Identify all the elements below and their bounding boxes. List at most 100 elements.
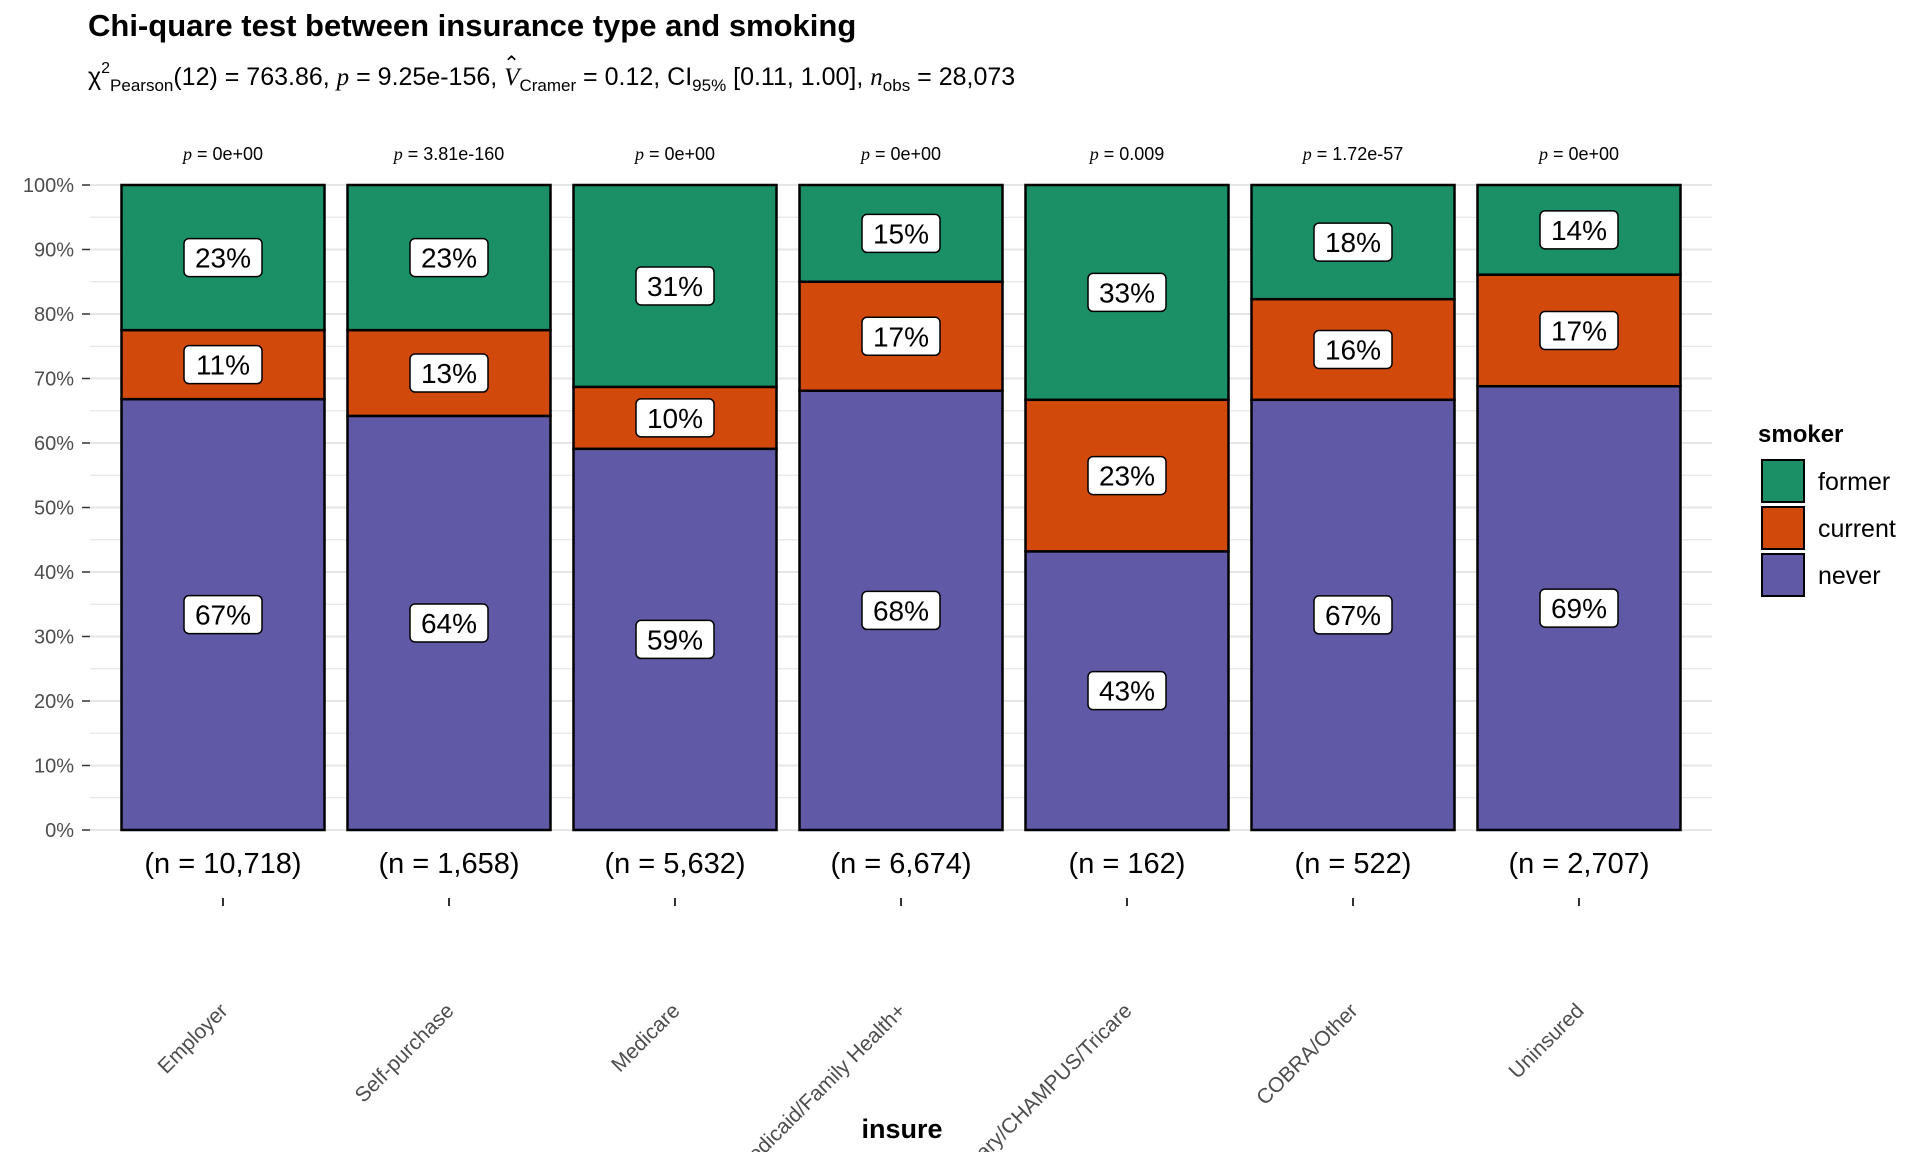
n-label: (n = 6,674) xyxy=(830,848,971,880)
n-label: (n = 1,658) xyxy=(378,848,519,880)
data-label-text: 67% xyxy=(195,600,251,631)
data-label-text: 33% xyxy=(1099,277,1155,308)
p-value-label: p = 0e+00 xyxy=(633,144,715,164)
data-label-box xyxy=(409,237,489,278)
data-label-box xyxy=(861,213,941,254)
n-text: = 28,073 xyxy=(910,63,1016,91)
chart-title: Chi-quare test between insurance type an… xyxy=(88,8,857,43)
data-label-never: 67% xyxy=(183,594,263,635)
data-label-text: 17% xyxy=(873,321,929,352)
x-tick-label: COBRA/Other xyxy=(1252,999,1362,1109)
data-label-box xyxy=(183,237,263,278)
data-label-text: 69% xyxy=(1551,593,1607,624)
y-tick-label: 100% xyxy=(23,175,74,197)
data-label-former: 23% xyxy=(183,237,263,278)
y-tick-label: 70% xyxy=(34,369,74,391)
data-label-box xyxy=(635,398,715,438)
data-label-box xyxy=(409,603,489,643)
y-tick-label: 60% xyxy=(34,433,74,455)
data-label-text: 14% xyxy=(1551,215,1607,246)
y-tick-label: 10% xyxy=(34,756,74,778)
x-tick-label: Uninsured xyxy=(1505,999,1589,1083)
y-tick-label: 90% xyxy=(34,240,74,262)
data-label-former: 14% xyxy=(1539,210,1619,250)
data-label-box xyxy=(635,619,715,660)
data-label-former: 31% xyxy=(635,266,715,306)
v-symbol: V ⌃ xyxy=(503,53,520,91)
data-label-never: 69% xyxy=(1539,588,1619,628)
data-label-former: 15% xyxy=(861,213,941,254)
data-label-box xyxy=(1313,222,1393,262)
data-label-box xyxy=(861,316,941,357)
data-label-current: 23% xyxy=(1087,455,1167,496)
legend-item-never: never xyxy=(1761,553,1881,597)
n-label: (n = 2,707) xyxy=(1508,848,1649,880)
data-label-text: 10% xyxy=(647,403,703,434)
data-label-former: 33% xyxy=(1087,272,1167,313)
y-tick-label: 0% xyxy=(45,820,74,842)
data-label-box xyxy=(1087,272,1167,313)
y-tick-label: 80% xyxy=(34,304,74,326)
p-value-label: p = 0e+00 xyxy=(859,144,941,164)
data-label-text: 43% xyxy=(1099,676,1155,707)
legend-label: current xyxy=(1818,515,1896,543)
x-tick-label: Self-purchase xyxy=(351,999,459,1107)
data-label-current: 16% xyxy=(1313,329,1393,370)
n-label: (n = 10,718) xyxy=(144,848,301,880)
chi-sub: Pearson xyxy=(110,76,174,95)
legend-item-former: former xyxy=(1761,459,1890,503)
data-label-text: 11% xyxy=(196,350,250,381)
data-label-text: 59% xyxy=(647,624,703,655)
data-label-current: 11% xyxy=(183,344,263,385)
ci-sub: 95% xyxy=(692,76,727,95)
data-label-box xyxy=(183,344,263,385)
y-axis: 0% 10% 20% 30% 40% 50% 60% 70% 80% 90% 100% xyxy=(23,175,90,842)
data-label-text: 23% xyxy=(421,243,477,274)
legend: smoker former current never xyxy=(1758,421,1896,597)
x-axis: (n = 10,718) Employer (n = 1,658) Self-purc… xyxy=(144,848,1649,1152)
data-label-box xyxy=(1539,210,1619,250)
x-tick-label: Employer xyxy=(154,999,233,1078)
data-label-never: 64% xyxy=(409,603,489,643)
bars xyxy=(120,183,1682,832)
data-label-text: 16% xyxy=(1325,334,1381,365)
data-label-former: 23% xyxy=(409,237,489,278)
y-tick-label: 40% xyxy=(34,562,74,584)
p-value-label: p = 0.009 xyxy=(1088,144,1165,164)
legend-swatch xyxy=(1761,553,1805,597)
data-label-box xyxy=(1087,670,1167,711)
v-sub: Cramer xyxy=(519,76,577,95)
y-tick-label: 50% xyxy=(34,498,74,520)
legend-label: former xyxy=(1818,468,1890,496)
p-value-label: p = 1.72e-57 xyxy=(1301,144,1404,164)
p-value-label: p = 3.81e-160 xyxy=(392,144,505,164)
chi-symbol: χ xyxy=(88,63,102,91)
data-label-never: 67% xyxy=(1313,595,1393,635)
data-label-former: 18% xyxy=(1313,222,1393,262)
legend-title: smoker xyxy=(1758,421,1843,448)
chart-subtitle: χ2Pearson(12) = 763.86, p = 9.25e-156, V… xyxy=(88,53,1016,96)
y-tick-label: 30% xyxy=(34,627,74,649)
chi-sup: 2 xyxy=(101,60,111,77)
x-tick-label: Medicare xyxy=(607,999,684,1076)
data-label-text: 67% xyxy=(1325,600,1381,631)
y-tick-label: 20% xyxy=(34,691,74,713)
n-sub: obs xyxy=(882,76,911,95)
data-label-box xyxy=(1539,588,1619,628)
legend-swatch xyxy=(1761,506,1805,550)
data-label-box xyxy=(1313,595,1393,635)
x-axis-title: insure xyxy=(861,1114,942,1144)
n-symbol: n xyxy=(870,64,883,91)
data-label-box xyxy=(409,353,489,393)
data-label-text: 23% xyxy=(195,243,251,274)
p-symbol: p xyxy=(336,64,350,91)
p-value-label: p = 0e+00 xyxy=(1537,144,1619,164)
data-label-box xyxy=(635,266,715,306)
legend-swatch xyxy=(1761,459,1805,503)
data-label-text: 17% xyxy=(1551,315,1607,346)
n-label: (n = 522) xyxy=(1295,848,1412,880)
data-label-text: 64% xyxy=(421,608,477,639)
x-tick-label: Military/CHAMPUS/Tricare xyxy=(945,999,1136,1152)
data-label-box xyxy=(1313,329,1393,370)
